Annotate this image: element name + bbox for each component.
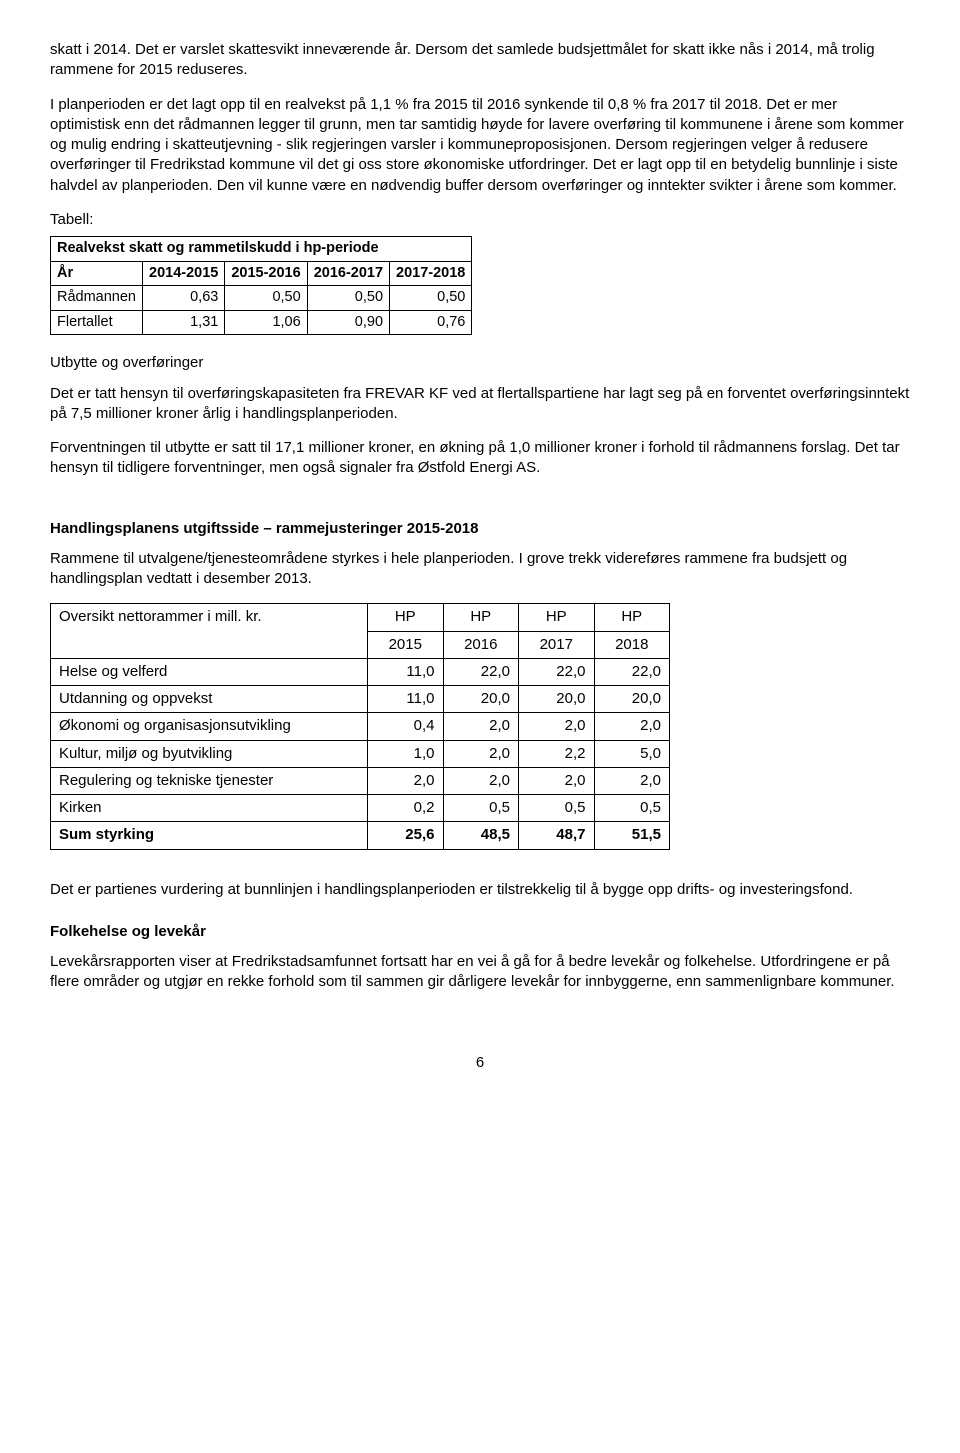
row-label: Sum styrking xyxy=(51,822,368,849)
table-title: Realvekst skatt og rammetilskudd i hp-pe… xyxy=(51,237,472,262)
cell: 5,0 xyxy=(594,740,670,767)
table-realvekst: Realvekst skatt og rammetilskudd i hp-pe… xyxy=(50,236,472,335)
cell: 0,5 xyxy=(519,795,595,822)
sub-heading: Utbytte og overføringer xyxy=(50,353,910,373)
table-label: Tabell: xyxy=(50,210,910,230)
paragraph: Rammene til utvalgene/tjenesteområdene s… xyxy=(50,549,910,590)
paragraph: skatt i 2014. Det er varslet skattesvikt… xyxy=(50,40,910,81)
cell: 25,6 xyxy=(368,822,444,849)
row-label: Utdanning og oppvekst xyxy=(51,686,368,713)
paragraph: Levekårsrapporten viser at Fredrikstadsa… xyxy=(50,952,910,993)
cell: 2,0 xyxy=(443,740,519,767)
col-header: 2018 xyxy=(594,631,670,658)
col-header: 2016 xyxy=(443,631,519,658)
cell: 20,0 xyxy=(594,686,670,713)
cell: 2,0 xyxy=(594,713,670,740)
col-header: 2017-2018 xyxy=(390,261,472,286)
cell: 0,76 xyxy=(390,310,472,335)
col-header: 2015 xyxy=(368,631,444,658)
cell: 0,4 xyxy=(368,713,444,740)
cell: 22,0 xyxy=(443,658,519,685)
col-header: HP xyxy=(519,604,595,631)
col-header: 2017 xyxy=(519,631,595,658)
cell: 2,0 xyxy=(443,767,519,794)
cell: 11,0 xyxy=(368,686,444,713)
row-label: Regulering og tekniske tjenester xyxy=(51,767,368,794)
col-header: HP xyxy=(368,604,444,631)
cell: 48,5 xyxy=(443,822,519,849)
section-heading: Folkehelse og levekår xyxy=(50,922,910,942)
cell: 11,0 xyxy=(368,658,444,685)
cell: 22,0 xyxy=(594,658,670,685)
cell: 22,0 xyxy=(519,658,595,685)
cell: 51,5 xyxy=(594,822,670,849)
paragraph: Det er tatt hensyn til overføringskapasi… xyxy=(50,384,910,425)
page-number: 6 xyxy=(50,1053,910,1073)
cell: 2,0 xyxy=(368,767,444,794)
cell: 0,5 xyxy=(594,795,670,822)
cell: 2,0 xyxy=(519,713,595,740)
col-header: 2015-2016 xyxy=(225,261,307,286)
row-label: Økonomi og organisasjonsutvikling xyxy=(51,713,368,740)
cell: 0,50 xyxy=(307,286,389,311)
section-heading: Handlingsplanens utgiftsside – rammejust… xyxy=(50,519,910,539)
cell: 2,0 xyxy=(594,767,670,794)
cell: 20,0 xyxy=(519,686,595,713)
cell: 1,31 xyxy=(143,310,225,335)
row-label: Helse og velferd xyxy=(51,658,368,685)
paragraph: Det er partienes vurdering at bunnlinjen… xyxy=(50,880,910,900)
cell: 2,0 xyxy=(443,713,519,740)
row-label: Kultur, miljø og byutvikling xyxy=(51,740,368,767)
col-header: 2016-2017 xyxy=(307,261,389,286)
row-label: Flertallet xyxy=(51,310,143,335)
cell: 20,0 xyxy=(443,686,519,713)
paragraph: I planperioden er det lagt opp til en re… xyxy=(50,95,910,196)
row-label: Rådmannen xyxy=(51,286,143,311)
cell: 2,2 xyxy=(519,740,595,767)
cell: 48,7 xyxy=(519,822,595,849)
cell: 0,90 xyxy=(307,310,389,335)
row-label: Kirken xyxy=(51,795,368,822)
table-nettorammer: Oversikt nettorammer i mill. kr. HP HP H… xyxy=(50,603,670,849)
cell: 0,50 xyxy=(225,286,307,311)
col-header: Oversikt nettorammer i mill. kr. xyxy=(51,604,368,659)
col-header: HP xyxy=(443,604,519,631)
col-header: År xyxy=(51,261,143,286)
paragraph: Forventningen til utbytte er satt til 17… xyxy=(50,438,910,479)
col-header: 2014-2015 xyxy=(143,261,225,286)
cell: 2,0 xyxy=(519,767,595,794)
cell: 0,50 xyxy=(390,286,472,311)
col-header: HP xyxy=(594,604,670,631)
cell: 0,63 xyxy=(143,286,225,311)
cell: 1,0 xyxy=(368,740,444,767)
cell: 0,5 xyxy=(443,795,519,822)
cell: 0,2 xyxy=(368,795,444,822)
cell: 1,06 xyxy=(225,310,307,335)
